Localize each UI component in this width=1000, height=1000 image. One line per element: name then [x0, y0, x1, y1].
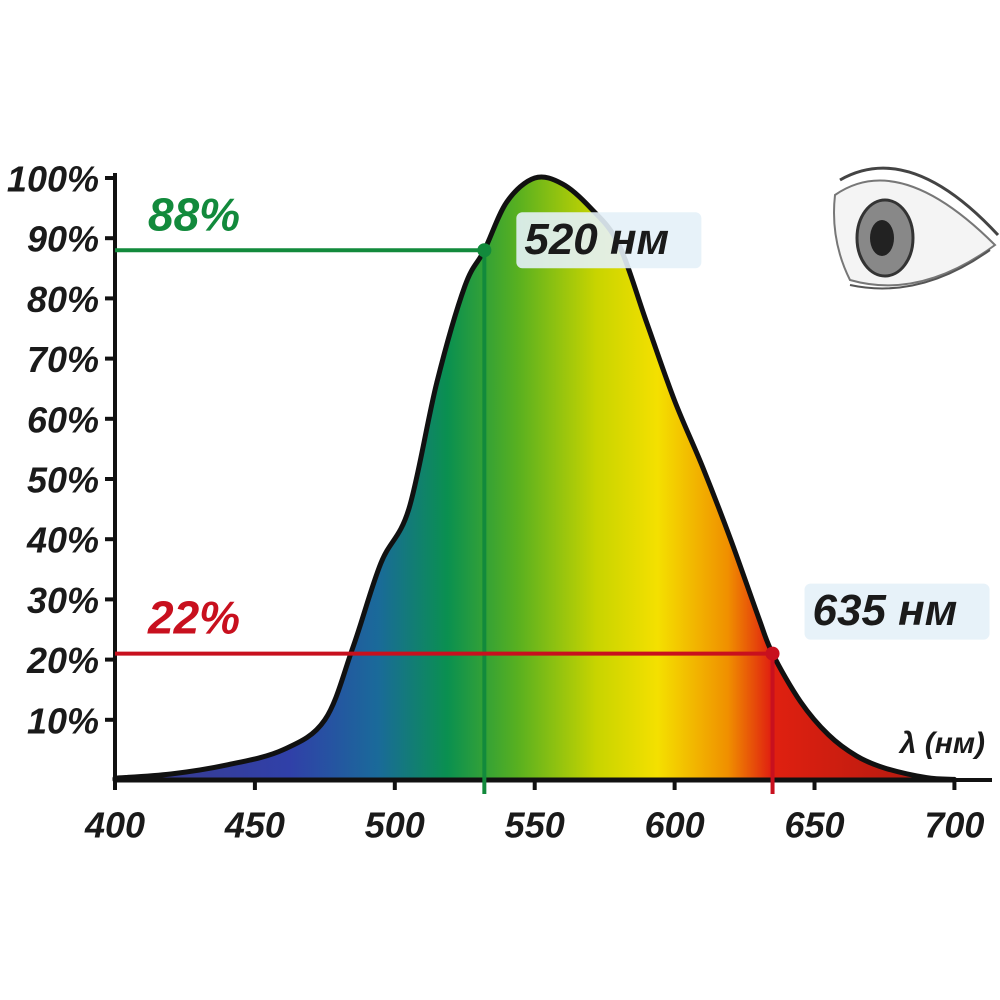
curve-area [112, 174, 957, 783]
y-tick-label: 50% [27, 460, 99, 501]
x-tick-label: 500 [365, 805, 425, 846]
x-tick-label: 450 [224, 805, 285, 846]
x-tick-label: 700 [924, 805, 984, 846]
y-tick-label: 100% [7, 159, 99, 200]
y-tick-label: 60% [27, 399, 99, 440]
y-tick-label: 20% [26, 640, 99, 681]
annotation-box [804, 583, 990, 640]
annotation-box [516, 212, 702, 269]
x-tick-label: 650 [784, 805, 844, 846]
marker-x-annotation: 520 нм [524, 215, 669, 264]
eye-illustration [833, 166, 1000, 290]
marker-x-annotation: 635 нм [813, 586, 958, 635]
x-tick-label: 550 [505, 805, 565, 846]
x-axis-label: λ (нм) [898, 727, 985, 760]
marker-dot [765, 646, 780, 661]
x-tick-label: 600 [645, 805, 705, 846]
y-tick-label: 70% [27, 339, 99, 380]
x-tick-label: 400 [84, 805, 145, 846]
y-tick-label: 80% [27, 279, 99, 320]
y-tick-label: 10% [27, 700, 99, 741]
y-tick-label: 40% [26, 520, 99, 561]
marker-value-label: 22% [147, 592, 240, 644]
y-tick-label: 30% [27, 580, 99, 621]
marker-dot [477, 243, 492, 258]
y-tick-label: 90% [27, 219, 99, 260]
marker-value-label: 88% [148, 188, 240, 240]
